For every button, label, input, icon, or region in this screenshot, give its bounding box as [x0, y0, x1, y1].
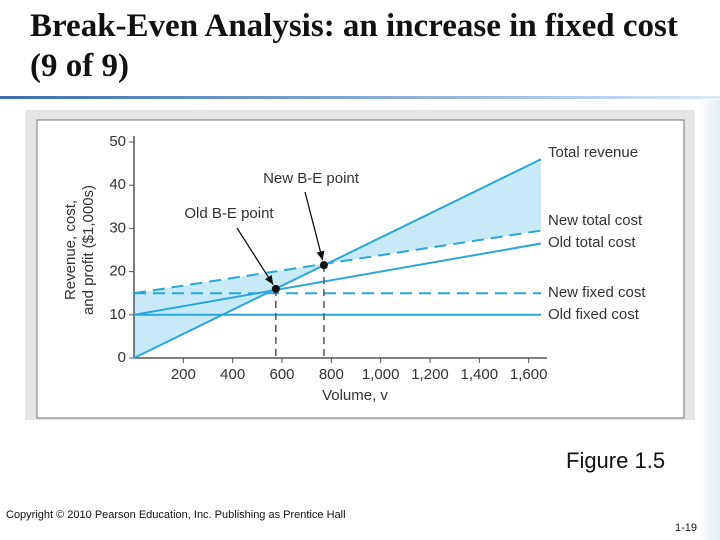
x-tick-label: 200 [171, 366, 196, 383]
y-tick-label: 20 [109, 263, 126, 280]
arrow-shaft [304, 191, 324, 261]
arrow-head [316, 250, 325, 261]
copyright: Copyright © 2010 Pearson Education, Inc.… [6, 509, 346, 521]
x-tick-label: 600 [269, 366, 294, 383]
y-axis-title-line: and profit ($1,000s) [80, 185, 97, 315]
series-line [133, 229, 542, 295]
break-even-label: Old B-E point [184, 205, 274, 222]
title-rule [0, 96, 720, 99]
x-tick-label: 400 [220, 366, 245, 383]
y-tick-label: 10 [109, 306, 126, 323]
y-tick-label: 30 [109, 219, 126, 236]
break-even-point [319, 261, 328, 270]
series-label: Old total cost [548, 234, 636, 251]
slide-title: Break-Even Analysis: an increase in fixe… [30, 8, 678, 84]
y-axis-title-line: Revenue, cost, [62, 200, 79, 300]
slide-edge [698, 100, 720, 540]
arrow-shaft [236, 227, 274, 286]
x-tick-label: 1,600 [510, 366, 548, 383]
series-line [133, 242, 542, 316]
y-axis-title: Revenue, cost, and profit ($1,000s) [62, 185, 97, 315]
break-even-label: New B-E point [263, 170, 360, 187]
y-tick-label: 0 [118, 349, 126, 366]
series-line [133, 158, 542, 359]
x-axis-title: Volume, v [322, 387, 388, 404]
arrow-head [264, 274, 274, 285]
y-tick-label: 50 [109, 133, 126, 150]
series-label: New fixed cost [548, 284, 646, 301]
series-label: Old fixed cost [548, 306, 640, 323]
chart-panel [36, 119, 685, 419]
x-tick-label: 1,400 [461, 366, 499, 383]
figure-caption: Figure 1.5 [566, 448, 666, 473]
x-tick-label: 1,000 [362, 366, 400, 383]
series-label: New total cost [548, 212, 643, 229]
x-tick-label: 800 [319, 366, 344, 383]
break-even-point [271, 284, 280, 293]
y-tick-label: 40 [109, 176, 126, 193]
page-number: 1-19 [675, 522, 698, 534]
x-tick-label: 1,200 [411, 366, 449, 383]
series-label: Total revenue [548, 144, 638, 161]
